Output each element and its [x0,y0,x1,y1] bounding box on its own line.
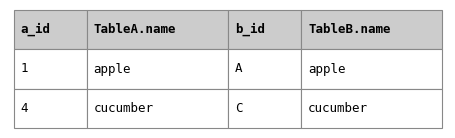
Bar [86,10,228,49]
Bar [86,49,228,89]
Text: cucumber: cucumber [93,102,153,115]
Text: 4: 4 [20,102,28,115]
Bar [14,49,86,89]
Text: 1: 1 [20,63,28,75]
Text: TableA.name: TableA.name [93,23,176,36]
Bar [228,10,300,49]
Bar [86,89,228,128]
Text: C: C [234,102,242,115]
Bar [300,10,441,49]
Text: cucumber: cucumber [307,102,367,115]
Text: A: A [234,63,242,75]
Text: a_id: a_id [20,23,51,36]
Text: b_id: b_id [234,23,264,36]
Bar [300,89,441,128]
Text: TableB.name: TableB.name [307,23,389,36]
Bar [228,89,300,128]
Text: apple: apple [93,63,131,75]
Bar [300,49,441,89]
Bar [14,89,86,128]
Bar [228,49,300,89]
Text: apple: apple [307,63,345,75]
Bar [14,10,86,49]
